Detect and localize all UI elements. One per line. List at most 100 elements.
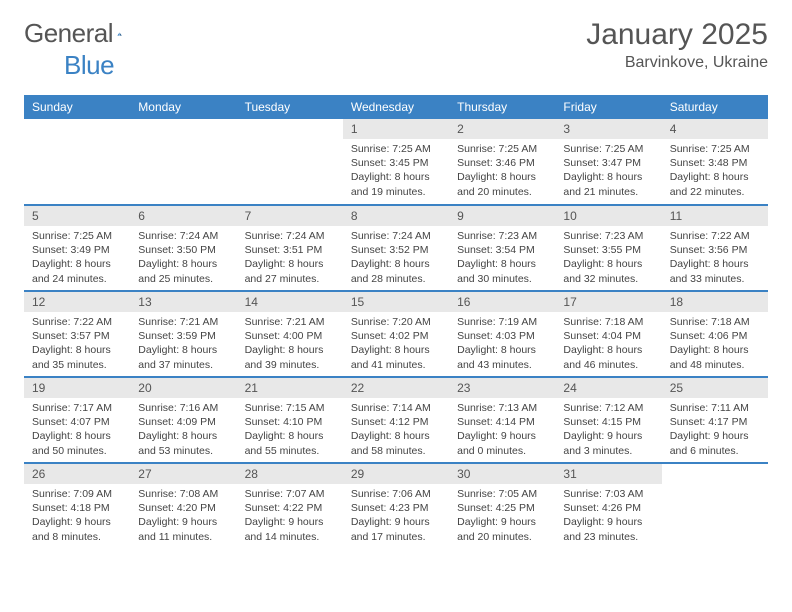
day-info: Sunrise: 7:18 AMSunset: 4:06 PMDaylight:… xyxy=(662,312,768,376)
calendar-cell: 1Sunrise: 7:25 AMSunset: 3:45 PMDaylight… xyxy=(343,119,449,205)
calendar-cell: 10Sunrise: 7:23 AMSunset: 3:55 PMDayligh… xyxy=(555,205,661,291)
day-info: Sunrise: 7:09 AMSunset: 4:18 PMDaylight:… xyxy=(24,484,130,548)
day-number: 10 xyxy=(555,206,661,226)
calendar-row: 19Sunrise: 7:17 AMSunset: 4:07 PMDayligh… xyxy=(24,377,768,463)
calendar-cell: 4Sunrise: 7:25 AMSunset: 3:48 PMDaylight… xyxy=(662,119,768,205)
day-info: Sunrise: 7:23 AMSunset: 3:54 PMDaylight:… xyxy=(449,226,555,290)
day-info: Sunrise: 7:24 AMSunset: 3:52 PMDaylight:… xyxy=(343,226,449,290)
calendar-cell: 18Sunrise: 7:18 AMSunset: 4:06 PMDayligh… xyxy=(662,291,768,377)
day-number: 3 xyxy=(555,119,661,139)
day-info: Sunrise: 7:25 AMSunset: 3:45 PMDaylight:… xyxy=(343,139,449,203)
day-number: 12 xyxy=(24,292,130,312)
calendar-cell: 26Sunrise: 7:09 AMSunset: 4:18 PMDayligh… xyxy=(24,463,130,549)
day-number: 31 xyxy=(555,464,661,484)
calendar-cell: 15Sunrise: 7:20 AMSunset: 4:02 PMDayligh… xyxy=(343,291,449,377)
day-info: Sunrise: 7:16 AMSunset: 4:09 PMDaylight:… xyxy=(130,398,236,462)
calendar-cell: 21Sunrise: 7:15 AMSunset: 4:10 PMDayligh… xyxy=(237,377,343,463)
weekday-header: Monday xyxy=(130,95,236,119)
calendar-cell: 14Sunrise: 7:21 AMSunset: 4:00 PMDayligh… xyxy=(237,291,343,377)
day-info: Sunrise: 7:12 AMSunset: 4:15 PMDaylight:… xyxy=(555,398,661,462)
day-info: Sunrise: 7:05 AMSunset: 4:25 PMDaylight:… xyxy=(449,484,555,548)
day-number: 24 xyxy=(555,378,661,398)
day-info: Sunrise: 7:08 AMSunset: 4:20 PMDaylight:… xyxy=(130,484,236,548)
day-info: Sunrise: 7:07 AMSunset: 4:22 PMDaylight:… xyxy=(237,484,343,548)
weekday-header: Saturday xyxy=(662,95,768,119)
day-number: 16 xyxy=(449,292,555,312)
calendar-cell: 22Sunrise: 7:14 AMSunset: 4:12 PMDayligh… xyxy=(343,377,449,463)
day-info: Sunrise: 7:15 AMSunset: 4:10 PMDaylight:… xyxy=(237,398,343,462)
weekday-header: Thursday xyxy=(449,95,555,119)
calendar-cell xyxy=(237,119,343,205)
calendar-table: SundayMondayTuesdayWednesdayThursdayFrid… xyxy=(24,95,768,549)
calendar-cell: 11Sunrise: 7:22 AMSunset: 3:56 PMDayligh… xyxy=(662,205,768,291)
day-info: Sunrise: 7:25 AMSunset: 3:47 PMDaylight:… xyxy=(555,139,661,203)
location: Barvinkove, Ukraine xyxy=(586,54,768,72)
page-title: January 2025 xyxy=(586,18,768,52)
logo-general: General xyxy=(24,18,113,49)
calendar-row: 12Sunrise: 7:22 AMSunset: 3:57 PMDayligh… xyxy=(24,291,768,377)
day-info: Sunrise: 7:23 AMSunset: 3:55 PMDaylight:… xyxy=(555,226,661,290)
calendar-cell: 16Sunrise: 7:19 AMSunset: 4:03 PMDayligh… xyxy=(449,291,555,377)
day-number: 2 xyxy=(449,119,555,139)
calendar-cell: 12Sunrise: 7:22 AMSunset: 3:57 PMDayligh… xyxy=(24,291,130,377)
weekday-header: Sunday xyxy=(24,95,130,119)
day-info: Sunrise: 7:14 AMSunset: 4:12 PMDaylight:… xyxy=(343,398,449,462)
calendar-cell: 8Sunrise: 7:24 AMSunset: 3:52 PMDaylight… xyxy=(343,205,449,291)
calendar-cell: 27Sunrise: 7:08 AMSunset: 4:20 PMDayligh… xyxy=(130,463,236,549)
day-number: 17 xyxy=(555,292,661,312)
calendar-cell xyxy=(662,463,768,549)
calendar-cell: 31Sunrise: 7:03 AMSunset: 4:26 PMDayligh… xyxy=(555,463,661,549)
day-number: 27 xyxy=(130,464,236,484)
day-info: Sunrise: 7:25 AMSunset: 3:49 PMDaylight:… xyxy=(24,226,130,290)
calendar-cell: 3Sunrise: 7:25 AMSunset: 3:47 PMDaylight… xyxy=(555,119,661,205)
day-info: Sunrise: 7:25 AMSunset: 3:48 PMDaylight:… xyxy=(662,139,768,203)
day-info: Sunrise: 7:21 AMSunset: 4:00 PMDaylight:… xyxy=(237,312,343,376)
day-number: 26 xyxy=(24,464,130,484)
weekday-header: Wednesday xyxy=(343,95,449,119)
day-info: Sunrise: 7:19 AMSunset: 4:03 PMDaylight:… xyxy=(449,312,555,376)
calendar-cell: 2Sunrise: 7:25 AMSunset: 3:46 PMDaylight… xyxy=(449,119,555,205)
weekday-header: Friday xyxy=(555,95,661,119)
day-number: 19 xyxy=(24,378,130,398)
day-number: 20 xyxy=(130,378,236,398)
day-info: Sunrise: 7:21 AMSunset: 3:59 PMDaylight:… xyxy=(130,312,236,376)
calendar-cell: 20Sunrise: 7:16 AMSunset: 4:09 PMDayligh… xyxy=(130,377,236,463)
title-block: January 2025 Barvinkove, Ukraine xyxy=(586,18,768,72)
day-info: Sunrise: 7:03 AMSunset: 4:26 PMDaylight:… xyxy=(555,484,661,548)
day-info: Sunrise: 7:24 AMSunset: 3:51 PMDaylight:… xyxy=(237,226,343,290)
day-number: 7 xyxy=(237,206,343,226)
day-number: 30 xyxy=(449,464,555,484)
day-number: 11 xyxy=(662,206,768,226)
day-number: 13 xyxy=(130,292,236,312)
day-number: 14 xyxy=(237,292,343,312)
day-info: Sunrise: 7:22 AMSunset: 3:57 PMDaylight:… xyxy=(24,312,130,376)
day-number: 1 xyxy=(343,119,449,139)
calendar-cell: 7Sunrise: 7:24 AMSunset: 3:51 PMDaylight… xyxy=(237,205,343,291)
logo: General xyxy=(24,18,147,49)
day-info: Sunrise: 7:18 AMSunset: 4:04 PMDaylight:… xyxy=(555,312,661,376)
calendar-cell: 25Sunrise: 7:11 AMSunset: 4:17 PMDayligh… xyxy=(662,377,768,463)
day-info: Sunrise: 7:17 AMSunset: 4:07 PMDaylight:… xyxy=(24,398,130,462)
day-info: Sunrise: 7:22 AMSunset: 3:56 PMDaylight:… xyxy=(662,226,768,290)
day-number: 28 xyxy=(237,464,343,484)
day-number: 21 xyxy=(237,378,343,398)
calendar-cell xyxy=(130,119,236,205)
day-info: Sunrise: 7:24 AMSunset: 3:50 PMDaylight:… xyxy=(130,226,236,290)
calendar-cell: 30Sunrise: 7:05 AMSunset: 4:25 PMDayligh… xyxy=(449,463,555,549)
calendar-cell: 17Sunrise: 7:18 AMSunset: 4:04 PMDayligh… xyxy=(555,291,661,377)
calendar-cell: 29Sunrise: 7:06 AMSunset: 4:23 PMDayligh… xyxy=(343,463,449,549)
day-number: 9 xyxy=(449,206,555,226)
calendar-cell: 9Sunrise: 7:23 AMSunset: 3:54 PMDaylight… xyxy=(449,205,555,291)
calendar-cell xyxy=(24,119,130,205)
day-number: 6 xyxy=(130,206,236,226)
day-number: 25 xyxy=(662,378,768,398)
logo-sail-icon xyxy=(117,23,122,45)
calendar-row: 5Sunrise: 7:25 AMSunset: 3:49 PMDaylight… xyxy=(24,205,768,291)
day-info: Sunrise: 7:13 AMSunset: 4:14 PMDaylight:… xyxy=(449,398,555,462)
day-info: Sunrise: 7:06 AMSunset: 4:23 PMDaylight:… xyxy=(343,484,449,548)
logo-blue: Blue xyxy=(64,50,114,81)
day-number: 15 xyxy=(343,292,449,312)
calendar-row: 1Sunrise: 7:25 AMSunset: 3:45 PMDaylight… xyxy=(24,119,768,205)
weekday-header: Tuesday xyxy=(237,95,343,119)
calendar-cell: 13Sunrise: 7:21 AMSunset: 3:59 PMDayligh… xyxy=(130,291,236,377)
